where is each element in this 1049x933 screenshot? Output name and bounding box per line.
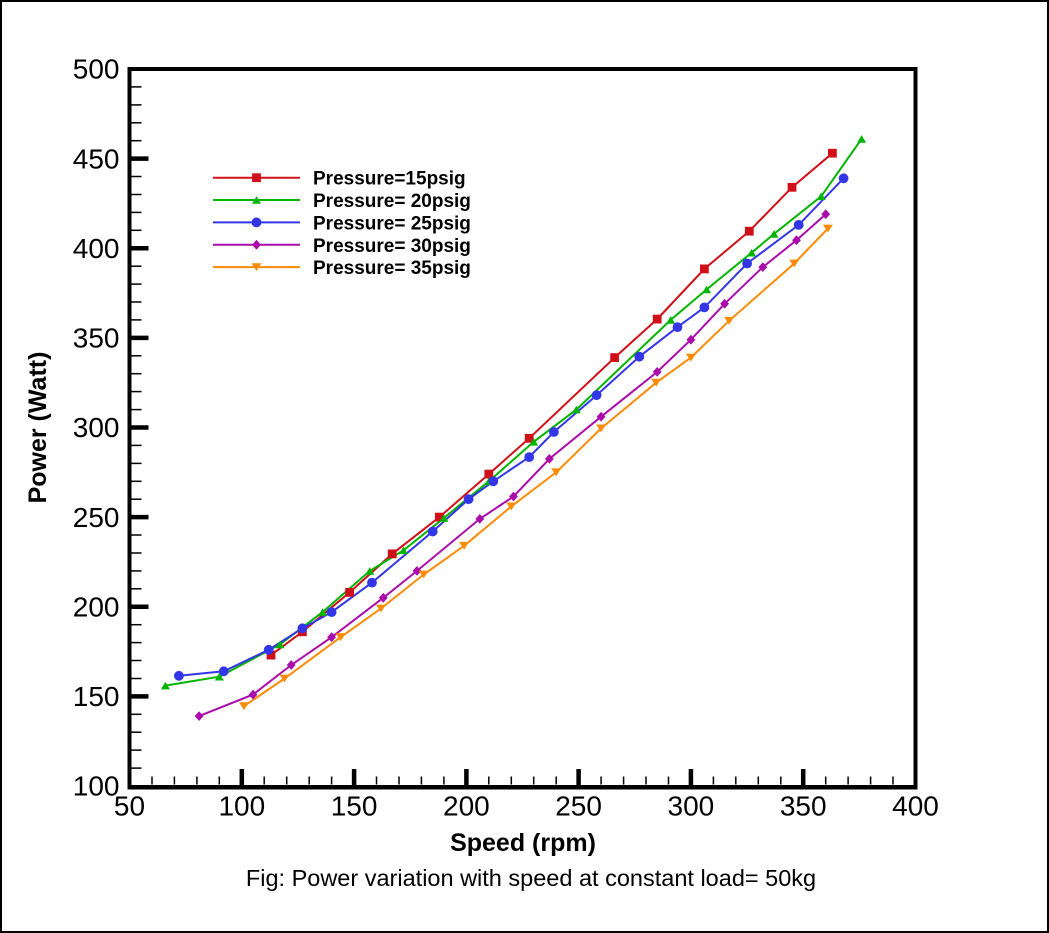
svg-text:Speed (rpm): Speed (rpm) xyxy=(450,829,596,857)
svg-text:Pressure= 25psig: Pressure= 25psig xyxy=(313,213,471,234)
svg-text:Pressure= 35psig: Pressure= 35psig xyxy=(313,258,471,279)
svg-text:300: 300 xyxy=(73,412,120,443)
svg-text:Pressure= 30psig: Pressure= 30psig xyxy=(313,236,471,257)
svg-text:500: 500 xyxy=(73,54,120,85)
svg-text:300: 300 xyxy=(668,791,715,822)
svg-text:200: 200 xyxy=(443,791,490,822)
svg-text:100: 100 xyxy=(73,771,120,802)
svg-text:Pressure=15psig: Pressure=15psig xyxy=(313,169,466,190)
svg-text:450: 450 xyxy=(73,143,120,174)
svg-text:150: 150 xyxy=(331,791,378,822)
svg-text:Power (Watt): Power (Watt) xyxy=(24,352,52,504)
svg-text:200: 200 xyxy=(73,592,120,623)
svg-text:50: 50 xyxy=(114,791,145,822)
svg-text:Fig: Power variation with spee: Fig: Power variation with speed at const… xyxy=(246,865,816,891)
svg-text:400: 400 xyxy=(892,791,939,822)
svg-text:350: 350 xyxy=(73,323,120,354)
svg-text:250: 250 xyxy=(555,791,602,822)
svg-text:100: 100 xyxy=(218,791,265,822)
svg-text:150: 150 xyxy=(73,681,120,712)
svg-text:350: 350 xyxy=(780,791,827,822)
svg-text:Pressure= 20psig: Pressure= 20psig xyxy=(313,191,471,212)
svg-text:250: 250 xyxy=(73,502,120,533)
svg-text:400: 400 xyxy=(73,233,120,264)
